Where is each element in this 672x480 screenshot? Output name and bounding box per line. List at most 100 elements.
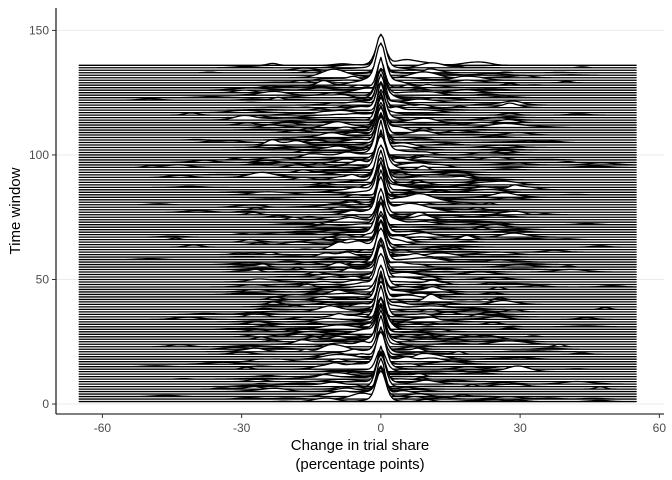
ridge-58 bbox=[78, 234, 637, 261]
ridge-136 bbox=[78, 38, 637, 66]
ridge-135 bbox=[78, 40, 637, 69]
ridge-42 bbox=[78, 264, 637, 301]
ridge-45 bbox=[78, 270, 637, 293]
ridge-10 bbox=[78, 354, 637, 380]
ridge-36 bbox=[78, 287, 637, 316]
ridges bbox=[78, 33, 637, 403]
ridge-84 bbox=[78, 161, 637, 196]
ridge-89 bbox=[78, 144, 637, 184]
axes bbox=[55, 8, 664, 415]
ridge-125 bbox=[78, 56, 637, 94]
x-tick-label-2: 0 bbox=[378, 421, 385, 435]
ridge-22 bbox=[78, 314, 637, 350]
ridge-52 bbox=[78, 250, 637, 276]
ridge-59 bbox=[78, 227, 637, 258]
ridge-61 bbox=[78, 219, 637, 253]
ridge-69 bbox=[78, 201, 637, 233]
ridge-113 bbox=[78, 91, 637, 124]
ridge-134 bbox=[78, 33, 637, 71]
ridge-41 bbox=[78, 270, 637, 303]
ridge-95 bbox=[78, 141, 637, 169]
ridge-130 bbox=[78, 58, 637, 81]
ridge-2 bbox=[78, 366, 637, 400]
ridge-60 bbox=[78, 233, 637, 256]
ridge-90 bbox=[78, 149, 637, 181]
ridge-46 bbox=[78, 266, 637, 291]
ridge-92 bbox=[78, 154, 637, 176]
ridge-25 bbox=[78, 313, 637, 343]
ridge-76 bbox=[78, 176, 637, 216]
ridge-47 bbox=[78, 252, 637, 288]
ridge-12 bbox=[78, 345, 637, 375]
ridge-122 bbox=[78, 71, 637, 101]
ridge-33 bbox=[78, 296, 637, 323]
ridge-64 bbox=[78, 214, 637, 246]
ridge-7 bbox=[78, 353, 637, 388]
ridge-99 bbox=[78, 119, 637, 159]
ridge-109 bbox=[78, 96, 637, 134]
ridge-101 bbox=[78, 114, 637, 154]
ridge-1 bbox=[78, 370, 637, 403]
ridge-71 bbox=[78, 197, 637, 228]
ridge-107 bbox=[78, 104, 637, 139]
ridge-82 bbox=[78, 169, 637, 201]
ridge-19 bbox=[78, 332, 637, 358]
x-axis-ticks: -60 -30 0 30 60 bbox=[94, 414, 667, 435]
ridge-98 bbox=[78, 134, 637, 161]
ridge-79 bbox=[78, 179, 637, 208]
x-tick-label-4: 60 bbox=[653, 421, 667, 435]
x-axis-title-line2: (percentage points) bbox=[295, 456, 424, 473]
ridge-88 bbox=[78, 156, 637, 186]
ridge-105 bbox=[78, 106, 637, 144]
ridge-124 bbox=[78, 67, 637, 96]
ridge-78 bbox=[78, 185, 637, 211]
ridge-15 bbox=[78, 326, 637, 368]
ridge-85 bbox=[78, 156, 637, 193]
ridge-32 bbox=[78, 300, 637, 325]
ridge-102 bbox=[78, 127, 637, 151]
ridge-94 bbox=[78, 135, 637, 171]
ridge-50 bbox=[78, 244, 637, 281]
ridge-93 bbox=[78, 144, 637, 174]
ridge-38 bbox=[78, 282, 637, 311]
ridge-83 bbox=[78, 160, 637, 198]
ridge-127 bbox=[78, 60, 637, 89]
ridge-80 bbox=[78, 180, 637, 206]
ridge-114 bbox=[78, 89, 637, 121]
ridge-55 bbox=[78, 246, 637, 268]
y-tick-label-2: 100 bbox=[29, 148, 49, 162]
ridge-117 bbox=[78, 85, 637, 114]
ridge-112 bbox=[78, 103, 637, 126]
ridge-26 bbox=[78, 305, 637, 340]
ridge-70 bbox=[78, 195, 637, 231]
ridge-48 bbox=[78, 260, 637, 286]
ridge-17 bbox=[78, 330, 637, 363]
ridge-118 bbox=[78, 81, 637, 111]
ridge-54 bbox=[78, 244, 637, 271]
ridge-43 bbox=[78, 270, 637, 298]
ridge-131 bbox=[78, 50, 637, 79]
y-tick-label-0: 0 bbox=[42, 397, 49, 411]
y-axis-ticks: 0 50 100 150 bbox=[29, 23, 56, 411]
ridge-104 bbox=[78, 112, 637, 146]
ridge-62 bbox=[78, 224, 637, 251]
ridge-74 bbox=[78, 199, 637, 221]
ridge-39 bbox=[78, 281, 637, 308]
ridge-11 bbox=[78, 350, 637, 378]
ridge-132 bbox=[78, 42, 637, 76]
ridge-111 bbox=[78, 92, 637, 129]
x-tick-label-0: -60 bbox=[94, 421, 112, 435]
ridge-81 bbox=[78, 180, 637, 203]
ridge-18 bbox=[78, 336, 637, 360]
ridge-27 bbox=[78, 304, 637, 338]
x-tick-label-1: -30 bbox=[233, 421, 251, 435]
ridge-3 bbox=[78, 375, 637, 398]
ridge-68 bbox=[78, 203, 637, 236]
ridge-6 bbox=[78, 357, 637, 390]
ridge-116 bbox=[78, 81, 637, 116]
ridge-123 bbox=[78, 71, 637, 99]
x-tick-label-3: 30 bbox=[513, 421, 527, 435]
ridge-51 bbox=[78, 239, 637, 278]
ridge-53 bbox=[78, 243, 637, 273]
